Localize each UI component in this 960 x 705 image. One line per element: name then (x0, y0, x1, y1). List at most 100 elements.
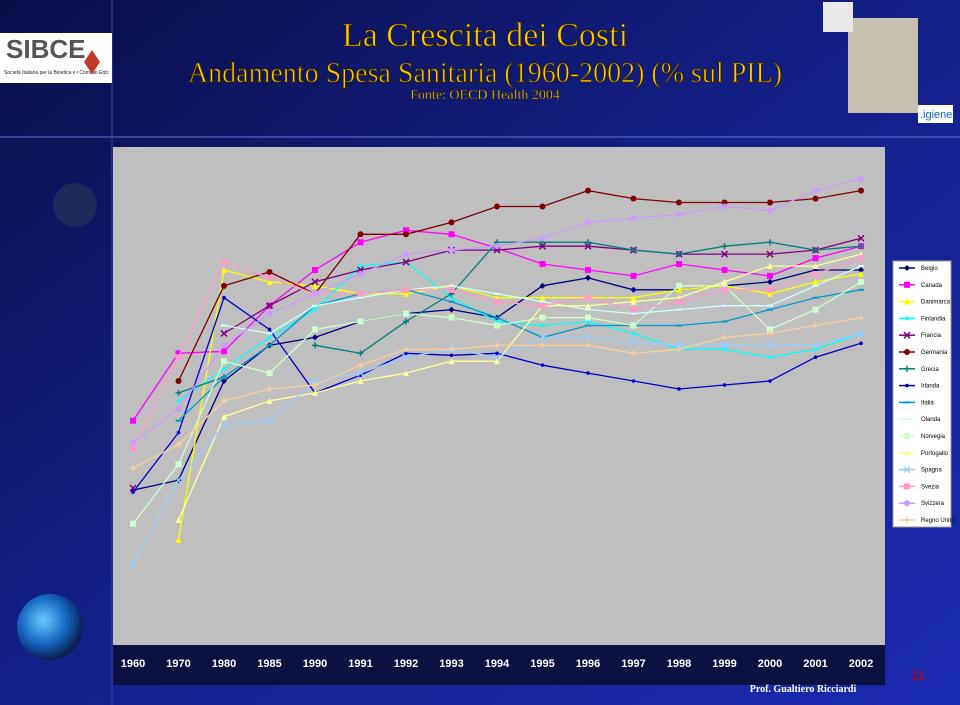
data-point (448, 286, 455, 293)
data-point (676, 282, 682, 289)
data-point (630, 286, 637, 293)
data-point (857, 234, 865, 242)
data-point (494, 292, 500, 295)
data-point (721, 203, 728, 210)
data-point (222, 367, 226, 371)
data-point (539, 342, 546, 349)
data-point (403, 310, 409, 317)
data-point (494, 243, 500, 250)
data-point (721, 282, 728, 289)
data-point (311, 377, 319, 385)
data-point (357, 270, 364, 277)
legend-marker (904, 401, 910, 404)
data-point (676, 251, 682, 258)
data-point (221, 342, 227, 349)
data-point (767, 239, 773, 246)
data-point (767, 199, 773, 206)
data-point (266, 310, 273, 317)
data-point (403, 227, 409, 234)
legend-entry: Norvegia (899, 433, 946, 440)
data-point (175, 389, 182, 396)
legend-entry: Germania (899, 349, 948, 356)
legend-marker (905, 383, 909, 388)
data-point (539, 300, 546, 303)
data-point (585, 294, 591, 301)
legend-marker (904, 517, 910, 523)
data-point (812, 255, 819, 262)
series-line (178, 289, 862, 422)
data-point (859, 341, 863, 346)
legend-entry: Grecia (899, 365, 939, 373)
data-point (767, 290, 773, 297)
logo: SIBCE Società Italiana per la Bioetica e… (0, 33, 112, 83)
data-point (266, 385, 273, 392)
data-point (129, 559, 137, 568)
data-point (813, 347, 818, 352)
x-tick-label: 1970 (166, 658, 190, 670)
data-point (495, 319, 499, 324)
legend-label: Germania (921, 350, 948, 356)
x-tick-label: 1999 (712, 658, 736, 670)
legend-marker (904, 349, 910, 355)
data-point (721, 304, 728, 307)
x-tick-label: 1998 (667, 658, 691, 670)
data-point (175, 441, 182, 448)
data-point (404, 351, 408, 356)
data-point (630, 306, 637, 313)
data-point (312, 290, 318, 297)
data-point (766, 250, 774, 258)
legend-label: Canada (921, 283, 943, 289)
legend-label: Irlanda (921, 384, 940, 390)
data-point (538, 242, 547, 250)
badge: .igiene (920, 109, 952, 121)
data-point (221, 397, 227, 404)
data-point (721, 266, 728, 273)
data-point (858, 243, 864, 250)
data-point (175, 516, 182, 523)
data-point (448, 231, 455, 238)
data-point (449, 353, 454, 358)
data-point (812, 296, 819, 299)
data-point (721, 278, 728, 285)
data-point (676, 286, 682, 293)
data-point (494, 342, 500, 349)
x-tick-label: 1960 (121, 658, 145, 670)
data-point (585, 274, 591, 281)
legend-entry: Canada (899, 281, 943, 289)
data-point (130, 439, 136, 446)
data-point (130, 445, 136, 452)
data-point (357, 350, 364, 357)
data-point (721, 286, 728, 293)
data-point (586, 319, 590, 324)
data-point (858, 266, 864, 273)
data-point (676, 346, 682, 353)
data-point (220, 421, 228, 429)
data-point (357, 362, 364, 369)
data-point (131, 490, 135, 494)
x-tick-label: 1992 (394, 658, 418, 670)
data-point (585, 324, 591, 327)
data-point (402, 258, 410, 266)
legend-label: Danimarca (921, 300, 951, 306)
data-point (313, 307, 317, 312)
data-point (221, 266, 227, 273)
legend-label: Italia (921, 400, 934, 406)
data-point (538, 333, 547, 341)
legend-label: Belgio (921, 266, 938, 272)
data-point (130, 520, 136, 527)
data-point (493, 353, 501, 361)
data-point (448, 314, 455, 321)
data-point (175, 378, 182, 385)
data-point (676, 261, 682, 268)
data-point (858, 288, 864, 291)
legend-box (892, 260, 952, 528)
legend-entry: Regno Unito (899, 517, 955, 524)
data-point (448, 219, 455, 226)
x-axis-band (113, 645, 885, 685)
legend-marker (904, 265, 910, 271)
data-point (358, 264, 363, 268)
emblem (823, 2, 853, 32)
data-point (356, 369, 365, 377)
legend-entry: Danimarca (899, 298, 951, 306)
x-tick-label: 1994 (485, 658, 510, 670)
